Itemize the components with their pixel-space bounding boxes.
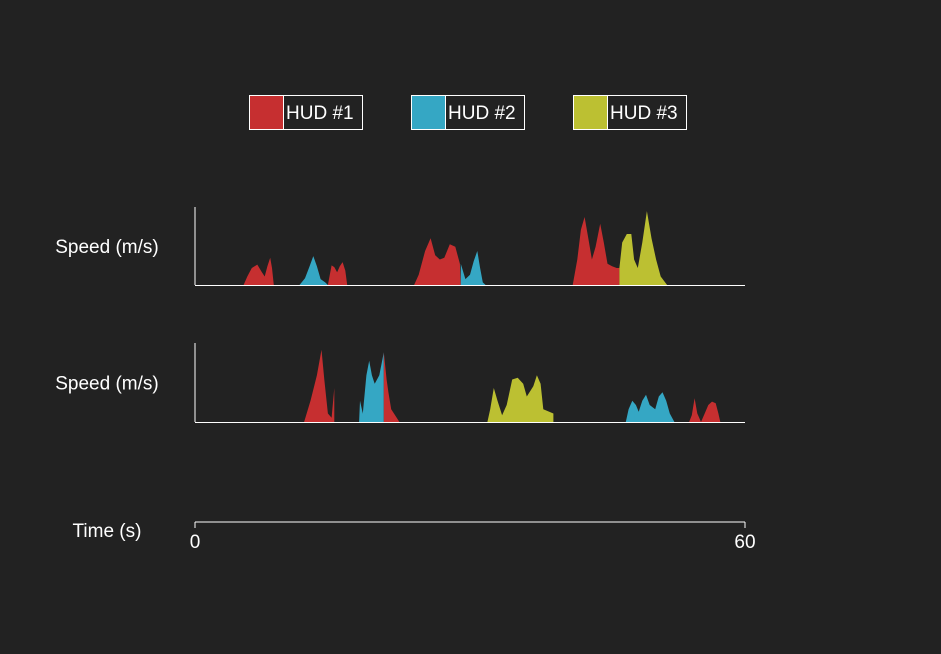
panels: Speed (m/s) Speed (m/s) <box>55 207 745 423</box>
area-hud-3-segment <box>487 375 554 422</box>
legend-item-hud-1: HUD #1 <box>249 95 363 130</box>
area-hud-1-segment <box>243 257 274 285</box>
legend-box <box>573 95 687 130</box>
area-hud-1-segment <box>572 217 620 285</box>
speed-panel-1: Speed (m/s) <box>55 207 745 286</box>
area-hud-1-segment <box>689 398 701 422</box>
area-hud-1-segment <box>304 349 335 422</box>
x-axis-label: Time (s) <box>73 521 142 542</box>
legend-label: HUD #1 <box>286 103 354 124</box>
legend-item-hud-2: HUD #2 <box>411 95 525 130</box>
area-hud-1-segment <box>414 238 461 285</box>
area-hud-1-segment <box>701 401 721 422</box>
legend-box <box>411 95 525 130</box>
y-axis-label: Speed (m/s) <box>55 374 158 395</box>
x-tick-label-end: 60 <box>734 532 755 553</box>
area-hud-1-segment <box>327 262 348 285</box>
legend-box <box>249 95 363 130</box>
legend-item-hud-3: HUD #3 <box>573 95 687 130</box>
time-axis: Time (s) 0 60 <box>73 521 756 553</box>
y-axis-label: Speed (m/s) <box>55 237 158 258</box>
speed-panel-2: Speed (m/s) <box>55 343 745 423</box>
area-hud-2-segment <box>625 405 635 422</box>
x-tick-label-start: 0 <box>190 532 201 553</box>
legend: HUD #1 HUD #2 HUD #3 <box>249 95 687 130</box>
legend-swatch <box>412 96 445 129</box>
area-hud-2-segment <box>625 392 675 422</box>
area-hud-2-segment <box>299 256 328 285</box>
legend-swatch <box>250 96 283 129</box>
legend-label: HUD #3 <box>610 103 678 124</box>
area-hud-2-segment <box>359 352 384 422</box>
legend-swatch <box>574 96 607 129</box>
area-hud-2-segment <box>460 251 486 285</box>
legend-label: HUD #2 <box>448 103 516 124</box>
area-hud-1-segment <box>383 352 400 422</box>
area-hud-3-segment <box>619 211 668 285</box>
